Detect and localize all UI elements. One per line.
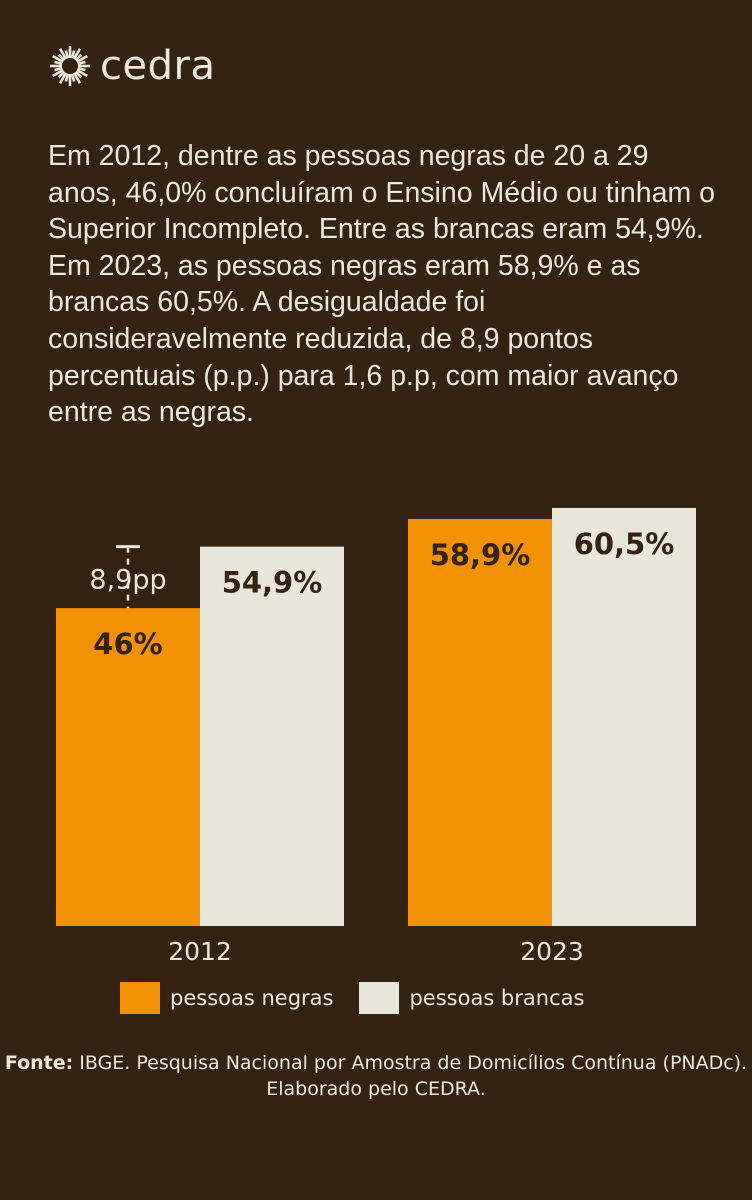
sunburst-logo-icon [50, 46, 90, 86]
bar-2012-brancas [200, 546, 344, 926]
logo-ray [54, 66, 63, 72]
bar-2023-negras [408, 519, 552, 926]
logo-ray [74, 70, 83, 79]
bar-2012-negras [56, 608, 200, 926]
logo-ray [70, 50, 76, 59]
legend-item-brancas: pessoas brancas [359, 982, 584, 1014]
bar-value-label: 58,9% [430, 538, 531, 572]
source-note: Fonte: IBGE. Pesquisa Nacional por Amost… [0, 1050, 752, 1102]
bar-2023-brancas [552, 507, 696, 926]
logo-ray [58, 72, 68, 84]
brand-name: cedra [100, 43, 216, 89]
x-tick-label-2012: 2012 [168, 937, 232, 966]
bars-group [56, 507, 696, 926]
legend-label-negras: pessoas negras [170, 986, 334, 1010]
logo-ray [74, 53, 83, 62]
legend-swatch-negras [120, 982, 160, 1014]
logo-ray [58, 48, 68, 60]
x-tick-label-2023: 2023 [520, 937, 584, 966]
logo-ray [70, 73, 76, 82]
logo-ray [64, 73, 70, 82]
logo-ray [72, 72, 82, 84]
logo-ray [77, 60, 86, 66]
logo-ray [76, 54, 88, 64]
labels-group: 46% 54,9% 2012 58,9% 60,5% 2023 8,9pp [89, 527, 674, 966]
legend-label-brancas: pessoas brancas [409, 986, 585, 1010]
gap-annotation-label: 8,9pp [89, 564, 166, 595]
bar-value-label: 60,5% [574, 527, 675, 561]
logo-ray [77, 66, 86, 72]
source-label: Fonte: [4, 1052, 74, 1074]
legend-swatch-brancas [359, 982, 400, 1014]
bar-chart: 46% 54,9% 2012 58,9% 60,5% 2023 8,9pp [56, 507, 696, 966]
logo-ray [52, 68, 64, 78]
bar-value-label: 54,9% [222, 566, 323, 600]
logo-ray [57, 53, 66, 62]
legend: pessoas negras pessoas brancas [120, 982, 610, 1014]
logo-ray [76, 68, 88, 78]
logo-ray [57, 70, 66, 79]
intro-paragraph: Em 2012, dentre as pessoas negras de 20 … [48, 140, 715, 429]
logo-ray [64, 50, 70, 59]
legend-item-negras: pessoas negras [120, 982, 333, 1014]
bar-value-label: 46% [93, 627, 162, 661]
brand-logo: cedra [48, 44, 215, 88]
logo-ray [72, 48, 82, 60]
source-text: IBGE. Pesquisa Nacional por Amostra de D… [73, 1052, 748, 1100]
logo-ray [52, 54, 64, 64]
logo-ray [54, 60, 63, 66]
